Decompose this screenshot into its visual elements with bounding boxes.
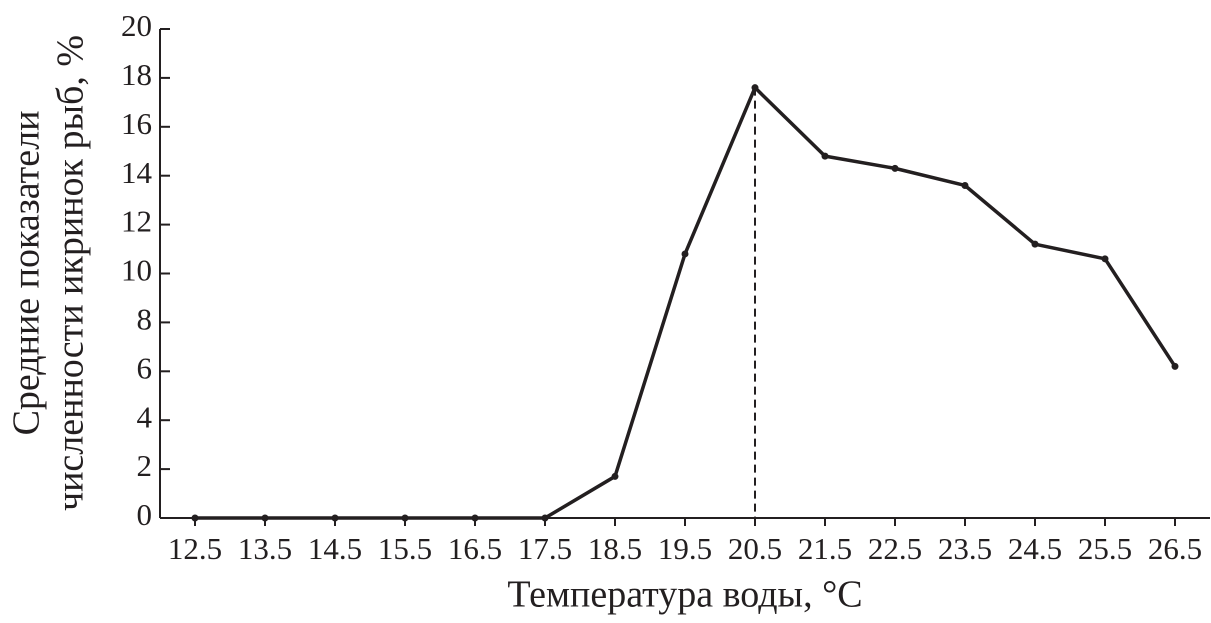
x-axis-label: Температура воды, °C: [507, 574, 862, 616]
x-tick-label: 13.5: [238, 531, 292, 566]
point: [261, 514, 269, 522]
y-tick-label: 20: [121, 8, 152, 43]
y-axis-label: численности икринок рыб, %: [50, 35, 92, 511]
point: [611, 472, 619, 480]
y-tick-label: 6: [137, 350, 153, 385]
y-tick-label: 14: [121, 155, 153, 190]
x-tick-label: 21.5: [798, 531, 852, 566]
x-tick-label: 17.5: [518, 531, 572, 566]
x-tick-label: 20.5: [728, 531, 782, 566]
point: [961, 181, 969, 189]
point: [541, 514, 549, 522]
x-tick-label: 18.5: [588, 531, 642, 566]
x-tick-label: 16.5: [448, 531, 502, 566]
point: [1171, 362, 1179, 370]
x-tick-label: 23.5: [938, 531, 992, 566]
point: [681, 250, 689, 258]
x-tick-label: 25.5: [1078, 531, 1132, 566]
y-tick-label: 2: [137, 448, 153, 483]
point: [821, 152, 829, 160]
y-tick-label: 4: [137, 399, 153, 434]
y-tick-label: 8: [137, 302, 153, 337]
y-tick-label: 16: [121, 106, 152, 141]
x-tick-label: 26.5: [1148, 531, 1202, 566]
point: [191, 514, 199, 522]
y-tick-label: 12: [121, 204, 152, 239]
point: [401, 514, 409, 522]
x-tick-label: 14.5: [308, 531, 362, 566]
y-axis-label: Средние показатели: [6, 111, 48, 436]
y-tick-label: 18: [121, 57, 152, 92]
point: [331, 514, 339, 522]
x-tick-label: 15.5: [378, 531, 432, 566]
y-tick-label: 0: [137, 497, 153, 532]
y-tick-label: 10: [121, 253, 152, 288]
point: [471, 514, 479, 522]
x-tick-label: 19.5: [658, 531, 712, 566]
x-tick-label: 24.5: [1008, 531, 1062, 566]
line: [195, 85, 1177, 520]
point: [1031, 240, 1039, 248]
x-tick-label: 12.5: [168, 531, 222, 566]
x-tick-label: 22.5: [868, 531, 922, 566]
point: [1101, 255, 1109, 263]
point: [891, 164, 899, 172]
